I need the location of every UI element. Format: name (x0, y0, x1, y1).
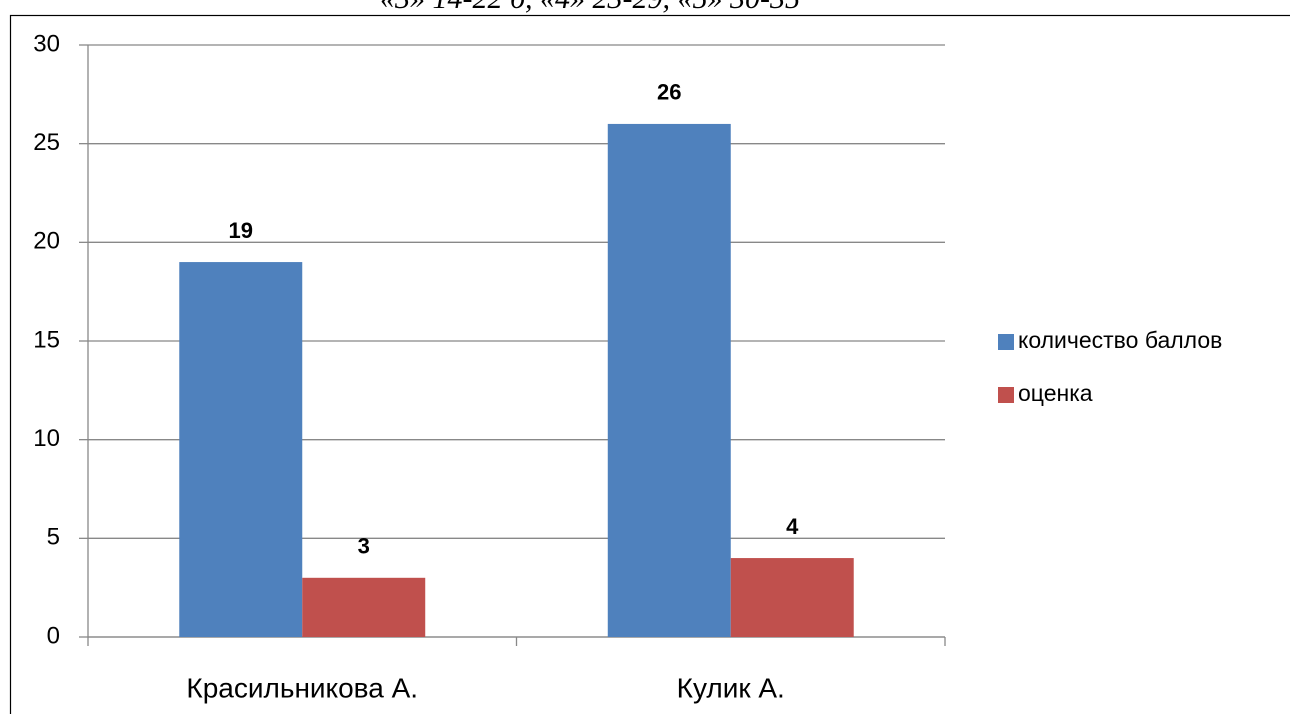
value-label: 4 (786, 514, 799, 539)
y-tick-label: 15 (33, 326, 60, 353)
y-tick-label: 5 (47, 524, 60, 551)
y-tick-label: 20 (33, 228, 60, 255)
chart-title: «3» 14-22 б, «4» 23-29, «5» 30-35 (380, 0, 800, 15)
value-label: 26 (657, 80, 681, 105)
chart-frame (9, 14, 1290, 714)
x-tick-label: Красильникова А. (186, 672, 418, 703)
legend-label: оценка (1018, 380, 1093, 406)
legend-swatch (998, 334, 1014, 350)
value-label: 19 (229, 218, 253, 243)
value-label: 3 (358, 534, 370, 559)
bar (302, 577, 426, 637)
y-tick-label: 0 (47, 622, 60, 649)
x-tick-label: Кулик А. (677, 672, 785, 703)
y-tick-label: 25 (33, 129, 60, 156)
bar (607, 123, 731, 637)
y-tick-label: 10 (33, 425, 60, 452)
y-tick-label: 30 (33, 30, 60, 57)
bar (730, 558, 854, 637)
legend-label: количество баллов (1018, 327, 1222, 353)
bar (179, 262, 303, 637)
legend-swatch (998, 387, 1014, 403)
